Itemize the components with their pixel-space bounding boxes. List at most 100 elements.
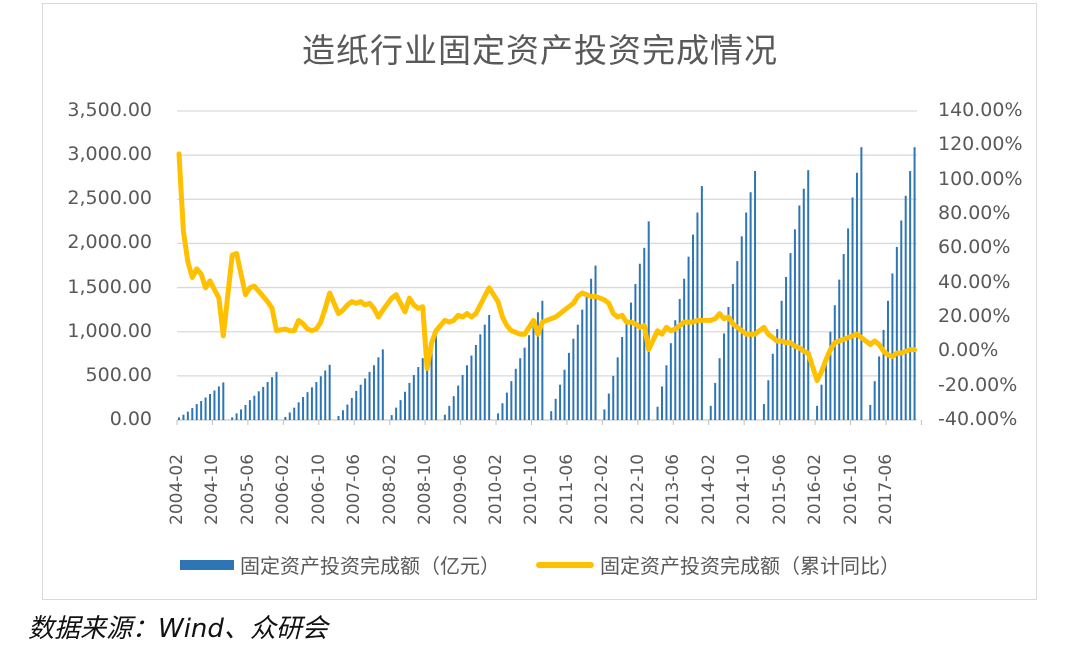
- bar: [510, 381, 513, 420]
- bar: [913, 147, 916, 420]
- bar: [904, 195, 907, 420]
- legend-bar-label: 固定资产投资完成额（亿元）: [240, 554, 500, 578]
- yoy-line: [176, 151, 918, 383]
- right-axis-tick-label: -20.00%: [938, 373, 1018, 396]
- bar: [576, 324, 579, 420]
- bar: [209, 393, 212, 420]
- bar: [359, 384, 362, 420]
- bar: [523, 347, 526, 420]
- bar: [736, 261, 739, 420]
- bar: [266, 382, 269, 420]
- bar: [364, 378, 367, 420]
- bar: [771, 353, 774, 420]
- left-axis-tick-label: 1,000.00: [67, 319, 152, 342]
- bar: [195, 404, 198, 420]
- bar: [767, 380, 770, 420]
- bar: [594, 265, 597, 420]
- bar: [178, 417, 180, 420]
- bar: [271, 377, 274, 420]
- bar: [408, 382, 411, 420]
- bar: [678, 299, 681, 420]
- bar: [479, 334, 482, 420]
- bar: [306, 392, 309, 420]
- right-axis-tick-label: 20.00%: [938, 305, 1011, 327]
- bar: [514, 368, 517, 420]
- bar: [297, 402, 300, 420]
- bar: [669, 343, 672, 420]
- legend-item-bar: 固定资产投资完成额（亿元）: [180, 550, 500, 579]
- chart-title: 造纸行业固定资产投资完成情况: [302, 31, 778, 70]
- bar: [501, 403, 504, 420]
- bar: [847, 228, 850, 420]
- bar: [749, 192, 752, 420]
- bar: [505, 392, 508, 420]
- bar: [816, 405, 819, 420]
- bar: [368, 371, 371, 420]
- bar: [528, 335, 531, 420]
- bar: [412, 374, 415, 420]
- bar: [886, 300, 889, 420]
- right-axis-tick-label: 120.00%: [938, 133, 1023, 156]
- right-axis-tick-label: -40.00%: [938, 408, 1018, 430]
- bar: [328, 364, 331, 420]
- bar: [240, 409, 243, 420]
- bar: [714, 382, 717, 420]
- bar: [820, 384, 823, 420]
- legend: 固定资产投资完成额（亿元） 固定资产投资完成额（累计同比）: [0, 550, 1080, 579]
- bar: [217, 386, 220, 420]
- bar: [253, 395, 256, 420]
- bar: [891, 273, 894, 420]
- bar: [395, 407, 398, 420]
- right-axis-tick-label: 40.00%: [938, 270, 1011, 293]
- bar: [745, 212, 748, 420]
- bar: [355, 390, 358, 420]
- left-axis-tick-label: 500.00: [85, 363, 152, 386]
- bar: [399, 400, 402, 420]
- right-axis-tick-label: 60.00%: [938, 236, 1011, 259]
- bar: [900, 220, 903, 420]
- bar: [585, 293, 588, 420]
- bar: [310, 387, 313, 420]
- bar: [687, 256, 690, 420]
- bar: [235, 413, 238, 420]
- bar: [762, 404, 765, 420]
- bar: [474, 344, 477, 420]
- bar: [457, 385, 460, 420]
- bar: [341, 410, 344, 420]
- bar: [802, 188, 805, 420]
- bar: [231, 417, 234, 420]
- bar: [550, 411, 553, 420]
- bar: [191, 408, 194, 420]
- bar: [302, 397, 305, 420]
- bar: [421, 358, 424, 420]
- bar: [204, 397, 207, 420]
- bar: [696, 212, 699, 420]
- bar: [683, 278, 686, 420]
- bar: [882, 329, 885, 420]
- bar: [186, 411, 189, 420]
- bar: [213, 390, 216, 420]
- bar: [417, 367, 420, 420]
- bar: [275, 371, 278, 420]
- left-axis-tick-label: 1,500.00: [67, 275, 152, 298]
- bar: [262, 386, 265, 420]
- bar: [497, 413, 500, 420]
- bar: [603, 409, 606, 420]
- bar: [634, 284, 637, 420]
- bar: [723, 333, 726, 420]
- bar-swatch-icon: [180, 559, 234, 570]
- bar: [621, 337, 624, 420]
- bar: [838, 279, 841, 420]
- bar: [372, 365, 375, 420]
- bar: [709, 405, 712, 420]
- bar: [727, 306, 730, 420]
- bar: [541, 300, 544, 420]
- bar: [532, 323, 535, 420]
- bar: [824, 358, 827, 420]
- legend-item-line: 固定资产投资完成额（累计同比）: [536, 550, 900, 579]
- bar: [448, 405, 451, 420]
- bar: [572, 338, 575, 420]
- bar: [878, 356, 881, 420]
- bar: [754, 171, 757, 420]
